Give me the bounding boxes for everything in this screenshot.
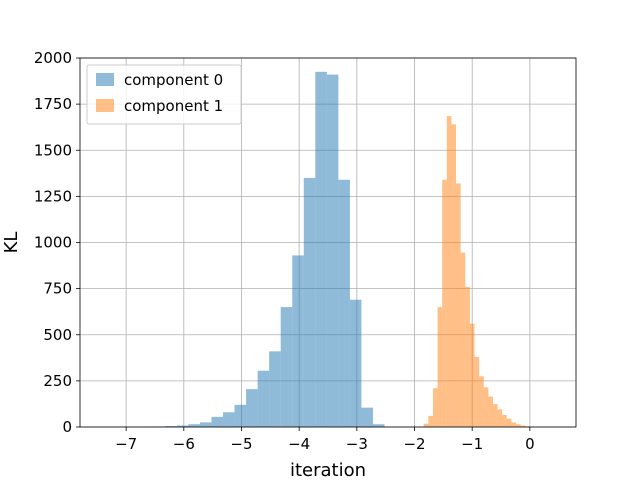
x-axis-label: iteration	[290, 460, 366, 480]
y-axis-label: KL	[1, 232, 22, 254]
y-tick-label: 1500	[34, 141, 72, 159]
y-tick-label: 2000	[34, 49, 72, 67]
bar-component-1	[442, 179, 447, 427]
bar-component-1	[479, 376, 484, 427]
bar-component-1	[492, 403, 498, 427]
bar-component-0	[188, 424, 200, 427]
bar-component-1	[483, 387, 489, 427]
bar-component-0	[165, 426, 177, 427]
y-tick-label: 1000	[34, 234, 72, 252]
bar-component-0	[246, 389, 258, 427]
x-tick-label: −5	[230, 435, 252, 453]
x-tick-label: 0	[525, 435, 535, 453]
bar-component-0	[269, 351, 281, 427]
bar-component-0	[211, 416, 224, 427]
bar-component-0	[326, 74, 339, 427]
bar-component-1	[516, 424, 521, 427]
legend-label-component-1: component 1	[124, 97, 223, 115]
bar-component-0	[349, 299, 362, 427]
bar-component-0	[315, 71, 327, 428]
bar-component-1	[428, 415, 433, 427]
bar-component-1	[437, 307, 443, 427]
bar-component-1	[497, 409, 503, 427]
bar-component-0	[234, 404, 247, 427]
y-tick-label: 1750	[34, 95, 72, 113]
bar-component-0	[338, 179, 350, 427]
bar-component-1	[469, 323, 475, 427]
y-tick-label: 750	[43, 280, 72, 298]
bar-component-1	[460, 252, 466, 427]
y-axis-ticks: 0 250 500 750 1000 1250 1500 1750 2000	[34, 49, 80, 436]
bar-component-0	[176, 425, 189, 427]
bar-component-1	[465, 286, 470, 427]
x-tick-label: −2	[403, 435, 425, 453]
bar-component-0	[280, 307, 293, 427]
y-tick-label: 250	[43, 372, 72, 390]
x-tick-label: −6	[173, 435, 195, 453]
bar-component-1	[451, 124, 457, 428]
bar-component-1	[456, 183, 461, 427]
bar-component-0	[361, 407, 373, 427]
bar-component-1	[506, 418, 512, 427]
bar-component-1	[520, 425, 526, 427]
bar-component-1	[432, 388, 438, 427]
x-tick-label: −3	[346, 435, 368, 453]
bar-component-0	[292, 255, 304, 427]
bar-component-1	[446, 116, 452, 428]
bar-component-0	[223, 412, 235, 427]
x-axis-ticks: −7 −6 −5 −4 −3 −2 −1 0	[115, 427, 535, 453]
x-tick-label: −4	[288, 435, 310, 453]
bar-component-1	[511, 422, 517, 427]
x-tick-label: −7	[115, 435, 137, 453]
legend-box	[86, 64, 242, 125]
legend: component 0 component 1	[86, 64, 242, 125]
bar-component-0	[303, 177, 316, 427]
bar-component-0	[199, 422, 212, 427]
y-tick-label: 500	[43, 326, 72, 344]
bar-component-1	[474, 356, 480, 427]
bar-component-0	[257, 370, 270, 427]
bar-component-1	[488, 396, 493, 427]
bar-component-1	[423, 423, 429, 427]
legend-swatch-component-0	[96, 73, 114, 86]
legend-swatch-component-1	[96, 99, 114, 112]
legend-label-component-0: component 0	[124, 71, 223, 89]
bar-component-0	[372, 424, 385, 427]
y-tick-label: 1250	[34, 187, 72, 205]
x-tick-label: −1	[461, 435, 483, 453]
series-component-0-bars	[107, 71, 385, 428]
series-component-1-bars	[419, 116, 540, 428]
bar-component-1	[502, 415, 507, 427]
y-tick-label: 0	[62, 418, 72, 436]
